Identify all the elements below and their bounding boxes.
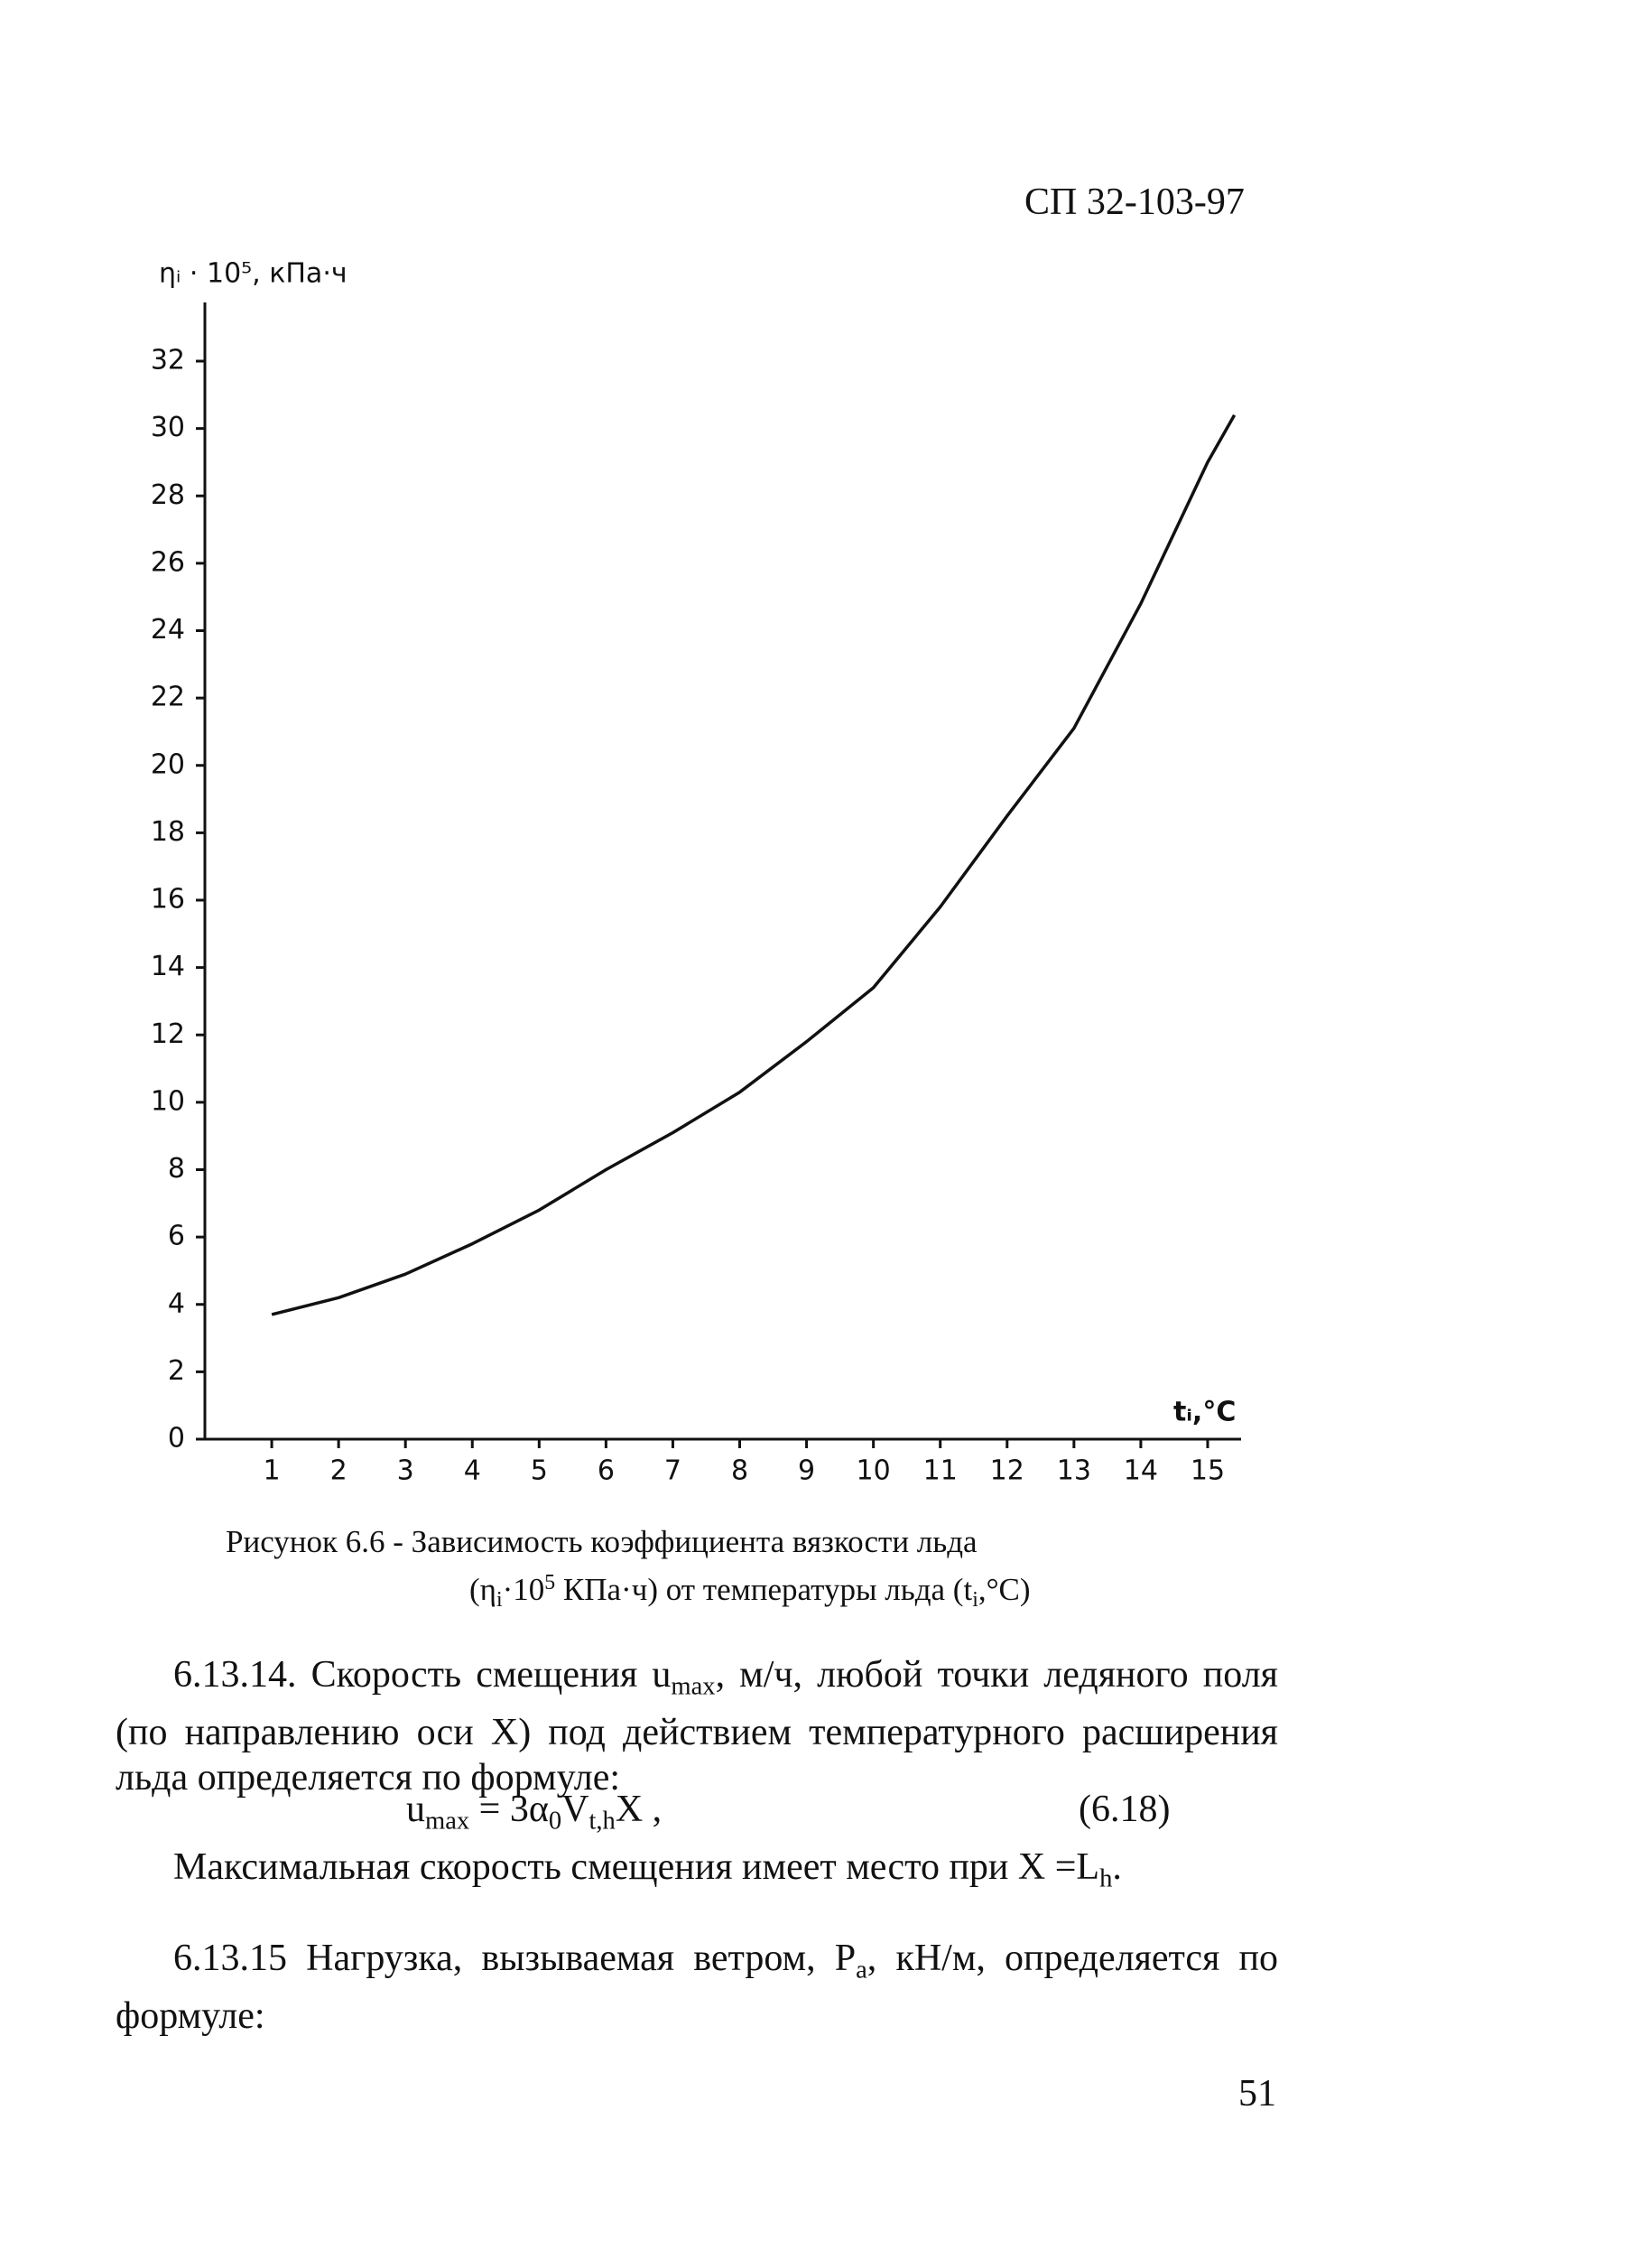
page-number: 51 — [1238, 2073, 1276, 2115]
y-tick-label: 6 — [168, 1221, 185, 1252]
text: , кН/м, определяется по формуле: — [116, 1938, 1278, 2037]
y-tick-label: 4 — [168, 1287, 185, 1319]
text: max — [671, 1672, 716, 1701]
y-tick-label: 10 — [151, 1085, 185, 1117]
curve — [271, 414, 1237, 1316]
x-tick-label: 12 — [990, 1455, 1024, 1487]
x-tick-label: 6 — [598, 1455, 615, 1487]
x-tick-label: 11 — [923, 1455, 958, 1487]
y-tick-label: 24 — [151, 614, 185, 646]
y-tick-label: 14 — [151, 951, 185, 982]
y-tick-label: 16 — [151, 884, 185, 916]
text: t,h — [588, 1807, 616, 1836]
text: 0 — [548, 1807, 562, 1836]
text: ,°C) — [978, 1571, 1031, 1607]
header: СП 32-103-97 — [1024, 181, 1245, 223]
y-tick-label: 0 — [168, 1423, 185, 1455]
text: , м/ч, любой точки ледяного поля (по нап… — [116, 1654, 1278, 1799]
x-tick-label: 14 — [1124, 1455, 1158, 1487]
paragraph: 6.13.14. Скорость смещения umax, м/ч, лю… — [116, 1652, 1278, 1800]
text: (η — [469, 1571, 496, 1607]
text: X , — [615, 1789, 663, 1830]
x-tick-label: 10 — [857, 1455, 891, 1487]
caption-line: Рисунок 6.6 - Зависимость коэффициента в… — [226, 1524, 978, 1559]
y-tick-label: 12 — [151, 1018, 185, 1050]
caption-line: (ηi·105 КПа·ч) от температуры льда (ti,°… — [469, 1571, 1031, 1613]
x-tick-label: 15 — [1191, 1455, 1225, 1487]
text: 6.13.15 Нагрузка, вызываемая ветром, P — [173, 1938, 857, 1979]
x-tick-label: 5 — [531, 1455, 548, 1487]
x-tick-label: 3 — [397, 1455, 414, 1487]
y-tick-label: 30 — [151, 412, 185, 443]
text: V — [561, 1789, 589, 1830]
text: max — [425, 1807, 470, 1836]
y-tick-label: 32 — [151, 345, 185, 376]
y-tick-label: 20 — [151, 748, 185, 780]
y-tick-label: 8 — [168, 1153, 185, 1185]
text: 6.13.14. Скорость смещения u — [173, 1654, 672, 1696]
y-tick-label: 18 — [151, 816, 185, 848]
y-tick-label: 26 — [151, 546, 185, 578]
text: 5 — [544, 1571, 556, 1594]
x-tick-label: 8 — [731, 1455, 748, 1487]
formula: umax = 3α0Vt,hX , — [406, 1788, 662, 1836]
paragraph: 6.13.15 Нагрузка, вызываемая ветром, Pa,… — [116, 1936, 1278, 2039]
text: = 3α — [469, 1789, 549, 1830]
text: a — [856, 1956, 867, 1984]
text: u — [406, 1789, 425, 1830]
text: h — [1099, 1864, 1113, 1893]
y-tick-label: 2 — [168, 1355, 185, 1387]
x-tick-label: 1 — [264, 1455, 281, 1487]
paragraph: Максимальная скорость смещения имеет мес… — [116, 1845, 1278, 1902]
text: КПа·ч) от температуры льда (t — [555, 1571, 973, 1607]
x-tick-label: 2 — [330, 1455, 348, 1487]
formula-number: (6.18) — [1079, 1789, 1171, 1830]
x-tick-label: 7 — [664, 1455, 681, 1487]
x-tick-label: 13 — [1057, 1455, 1091, 1487]
text: . — [1112, 1846, 1122, 1888]
x-axis-label: tᵢ,°C — [1173, 1397, 1236, 1428]
x-tick-label: 4 — [464, 1455, 481, 1487]
x-tick-label: 9 — [798, 1455, 815, 1487]
y-tick-label: 22 — [151, 682, 185, 713]
y-tick-label: 28 — [151, 479, 185, 511]
text: Максимальная скорость смещения имеет мес… — [173, 1846, 1100, 1888]
text: i — [496, 1588, 503, 1613]
text: i — [972, 1588, 978, 1613]
y-axis-label: ηᵢ · 10⁵, кПа·ч — [159, 258, 348, 290]
text: ·10 — [502, 1571, 545, 1607]
